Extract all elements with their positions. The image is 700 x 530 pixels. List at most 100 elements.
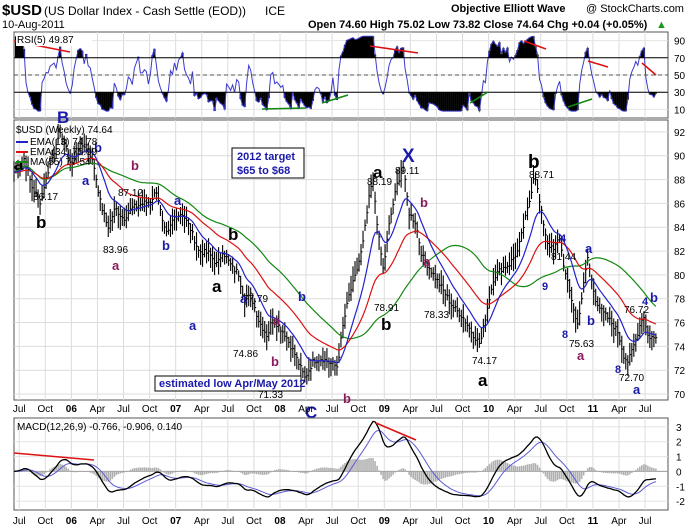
x-axis-label: Apr [507,404,523,415]
price-bars [13,123,658,385]
symbol-name: (US Dollar Index - Cash Settle (EOD)) [44,4,246,18]
x-axis-label: Jul [221,404,234,415]
wave-label: a [423,254,431,269]
price-value-label: 74.86 [233,349,258,360]
price-panel-label: $USD (Weekly) 74.64 [16,125,113,136]
x-axis-label: Apr [611,516,627,527]
x-axis-label: 10 [483,516,495,527]
brand-suffix: @ StockCharts.com [586,3,684,15]
wave-label: a [478,371,488,390]
estimate-text: estimated low Apr/May 2012 [159,378,305,390]
ema34-line [13,157,657,351]
rsi-divergence-line [321,94,349,104]
rsi-divergence-line [567,98,593,108]
price-tick-label: 86 [674,199,686,210]
x-axis-label: Jul [639,404,652,415]
price-tick-label: 72 [674,366,686,377]
x-axis-label: Jul [639,516,652,527]
estimate-box [154,375,302,392]
x-axis-label: Oct [38,516,54,527]
x-axis-label: Apr [611,404,627,415]
wave-label: a [633,382,641,397]
brand-label: Objective Elliott Wave [451,3,566,15]
x-axis-label: Apr [194,516,210,527]
legend-entry: EMA(13) 74.78 [30,137,98,148]
legend-entry: EMA(34) 75.99 [30,147,98,158]
x-axis-label: 07 [170,516,182,527]
wave-label: b [131,158,139,173]
rsi-tick-label: 90 [674,37,686,48]
x-axis-label: Apr [194,404,210,415]
rsi-reference-lines [14,57,668,93]
wave-label: X [402,146,415,167]
price-x-axis: Jul Oct 06 Apr Jul Oct 07 Apr Jul Oct 08 Apr Jul Oct 0… [13,404,652,415]
wave-label: b [271,354,279,369]
x-axis-label: Oct [350,516,366,527]
rsi-label-bg [16,34,92,46]
wave-label: b [528,152,540,173]
x-axis-label: Jul [430,404,443,415]
wave-label: b [381,315,391,334]
x-axis-label: Apr [90,404,106,415]
wave-label: a [212,277,222,296]
rsi-label: RSI(5) 49.87 [17,35,74,46]
wave-label: 8 [562,329,568,341]
price-value-label: 83.96 [103,245,128,256]
x-axis-label: Jul [430,516,443,527]
macd-tick-label: 1 [676,453,682,464]
price-tick-label: 92 [674,128,686,139]
macd-tick-label: -2 [676,497,685,508]
macd-histogram [15,457,657,485]
macd-tick-label: 0 [676,467,682,478]
wave-label: a [82,173,90,188]
price-value-label: 77.79 [243,294,268,305]
x-axis-label: Apr [403,516,419,527]
legend-entry: MA(55) 77.54 [30,157,91,168]
rsi-divergence-line [369,45,419,54]
rsi-divergence-line [641,62,657,76]
rsi-tick-label: 50 [674,71,686,82]
up-arrow-icon: ▲ [656,19,667,31]
rsi-axis-ticks: 90 70 50 30 10 [674,37,686,117]
wave-label: b [587,313,595,328]
x-axis-label: Jul [534,516,547,527]
price-value-label: 78.91 [374,303,399,314]
price-tick-label: 70 [674,390,686,401]
wave-label: b [650,290,658,305]
macd-signal-line [14,429,657,497]
wave-label: b [420,195,428,210]
wave-label: a [14,155,24,174]
x-axis-label: Jul [13,516,26,527]
price-value-label: 88.19 [367,177,392,188]
price-value-label: 72.70 [619,373,644,384]
macd-panel: 3 2 1 0 -1 -2 MACD(12,26,9) -0.766, -0.906, 0… [13,417,685,511]
x-axis-label: Jul [221,516,234,527]
wave-label: a [577,348,585,363]
target-line-1: 2012 target [237,151,295,163]
wave-label: C [305,403,317,422]
price-tick-label: 76 [674,319,686,330]
wave-label: 4 [560,233,567,245]
wave-label: a [273,313,281,328]
wave-label: b [94,140,102,155]
price-value-label: 87.12 [118,188,143,199]
macd-divergence-lines [13,422,417,461]
rsi-panel: 90 70 50 30 10 RSI(5) 49.87 [13,31,686,119]
x-axis-label: Apr [298,404,314,415]
price-tick-label: 88 [674,176,686,187]
date-label: 10-Aug-2011 [2,19,65,31]
rsi-tick-label: 10 [674,105,686,116]
x-axis-label: 06 [66,516,78,527]
price-value-label: 89.11 [395,166,420,177]
x-axis-label: Jul [117,516,130,527]
x-axis-label: 09 [379,516,391,527]
macd-tick-label: 3 [676,423,682,434]
x-axis-label: Apr [507,516,523,527]
wave-label: a [373,163,383,182]
wave-label: B [57,108,69,127]
price-value-label: 86.17 [33,192,58,203]
